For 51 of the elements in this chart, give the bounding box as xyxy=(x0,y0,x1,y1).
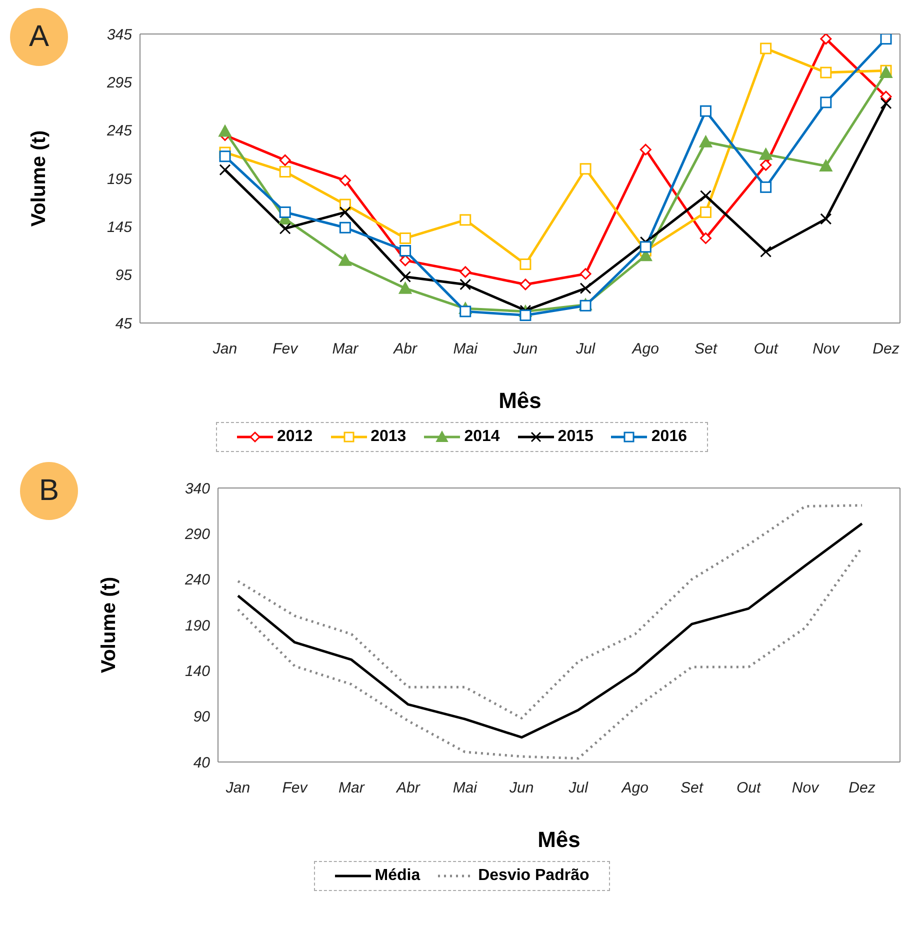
x-tick-label: Jan xyxy=(224,780,250,797)
x-tick-label: Nov xyxy=(812,340,841,358)
y-tick-label: 345 xyxy=(106,26,133,44)
x-tick-label: Jun xyxy=(512,340,538,358)
y-tick-label: 245 xyxy=(106,122,133,140)
x-tick-label: Ago xyxy=(620,780,648,797)
legend-label: Média xyxy=(374,867,420,885)
x-tick-label: Mai xyxy=(452,780,478,797)
y-tick-label: 240 xyxy=(184,572,211,589)
y-tick-label: 45 xyxy=(115,315,133,332)
y-tick-label: 95 xyxy=(115,267,133,284)
y-axis-title: Volume (t) xyxy=(98,576,120,674)
x-axis-title: Mês xyxy=(538,827,580,852)
x-tick-label: Set xyxy=(680,780,704,797)
y-axis-title: Volume (t) xyxy=(28,130,50,227)
x-tick-label: Jul xyxy=(568,780,589,797)
y-tick-label: 340 xyxy=(184,480,211,498)
legend-label: Desvio Padrão xyxy=(478,867,590,885)
legend-label: 2014 xyxy=(464,428,500,446)
x-tick-label: Jun xyxy=(508,780,534,797)
y-tick-label: 190 xyxy=(184,617,211,634)
x-tick-label: Abr xyxy=(392,340,418,358)
y-tick-label: 145 xyxy=(106,218,133,236)
y-tick-label: 140 xyxy=(184,662,211,680)
legend-label: 2016 xyxy=(651,428,687,446)
x-tick-label: Nov xyxy=(792,780,820,797)
y-tick-label: 290 xyxy=(184,526,211,543)
legend-label: 2013 xyxy=(370,428,406,446)
letter-badge: B xyxy=(20,462,78,520)
x-tick-label: Fev xyxy=(272,340,300,358)
x-tick-label: Mar xyxy=(338,780,366,797)
x-tick-label: Mai xyxy=(453,340,478,358)
x-tick-label: Dez xyxy=(872,340,900,358)
y-tick-label: 90 xyxy=(193,708,211,726)
x-tick-label: Out xyxy=(736,780,762,797)
x-tick-label: Set xyxy=(694,340,718,358)
y-tick-label: 295 xyxy=(106,74,133,92)
x-tick-label: Jan xyxy=(212,340,238,358)
x-axis-title: Mês xyxy=(498,388,542,413)
letter-badge: A xyxy=(10,8,68,66)
x-tick-label: Mar xyxy=(332,340,360,358)
legend-label: 2015 xyxy=(558,428,594,446)
legend-label: 2012 xyxy=(277,428,313,446)
x-tick-label: Fev xyxy=(282,780,309,797)
y-tick-label: 40 xyxy=(193,754,211,772)
x-tick-label: Jul xyxy=(574,340,596,358)
y-tick-label: 195 xyxy=(106,170,133,188)
x-tick-label: Dez xyxy=(848,780,876,797)
x-tick-label: Ago xyxy=(631,340,659,358)
x-tick-label: Abr xyxy=(396,780,421,797)
x-tick-label: Out xyxy=(754,340,779,358)
